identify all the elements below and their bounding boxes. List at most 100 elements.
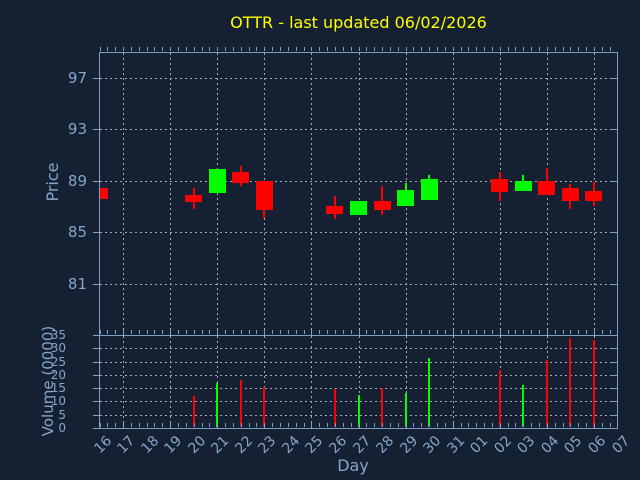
price-tick-label-81: 81 <box>67 274 87 293</box>
minor-tick <box>468 330 469 334</box>
volume-tick-inner <box>611 428 617 429</box>
volume-tick-label-10: 10 <box>50 394 66 409</box>
minor-tick <box>429 330 430 334</box>
volume-bar-22 <box>239 380 242 427</box>
minor-tick <box>578 47 579 51</box>
minor-tick <box>288 330 289 334</box>
minor-tick <box>570 330 571 334</box>
minor-tick <box>217 330 218 334</box>
minor-tick <box>594 47 595 51</box>
candle-29-body <box>397 189 415 207</box>
minor-tick <box>374 330 375 334</box>
volume-tick <box>93 401 99 403</box>
minor-tick <box>539 330 540 334</box>
minor-tick <box>202 47 203 51</box>
candle-21-body <box>208 169 226 194</box>
minor-tick <box>351 423 352 427</box>
minor-tick <box>610 330 611 334</box>
price-tick-inner <box>611 129 617 131</box>
minor-tick <box>264 330 265 334</box>
minor-tick <box>390 47 391 51</box>
minor-tick <box>343 47 344 51</box>
volume-bar-23 <box>263 386 266 427</box>
minor-tick <box>586 423 587 427</box>
minor-tick <box>406 423 407 427</box>
minor-tick <box>547 423 548 427</box>
minor-tick <box>610 47 611 51</box>
minor-tick <box>115 47 116 51</box>
price-tick-label-97: 97 <box>67 68 87 87</box>
minor-tick <box>531 423 532 427</box>
minor-tick <box>555 330 556 334</box>
minor-tick <box>327 330 328 334</box>
minor-tick <box>115 330 116 334</box>
minor-tick <box>523 330 524 334</box>
minor-tick <box>272 47 273 51</box>
volume-vgridline <box>170 336 172 428</box>
minor-tick <box>359 423 360 427</box>
candle-28-wick <box>381 185 384 216</box>
minor-tick <box>209 330 210 334</box>
minor-tick <box>319 47 320 51</box>
minor-tick <box>508 330 509 334</box>
candle-22-body <box>232 171 250 184</box>
volume-tick-inner <box>611 361 617 363</box>
minor-tick <box>500 423 501 427</box>
volume-vgridline <box>311 336 313 428</box>
minor-tick <box>586 47 587 51</box>
minor-tick <box>327 423 328 427</box>
minor-tick <box>484 47 485 51</box>
minor-tick <box>288 423 289 427</box>
minor-tick <box>170 330 171 334</box>
candle-16-body <box>100 188 108 199</box>
volume-bar-05 <box>569 337 572 427</box>
minor-tick <box>453 423 454 427</box>
minor-tick <box>398 330 399 334</box>
minor-tick <box>563 330 564 334</box>
minor-tick <box>461 47 462 51</box>
minor-tick <box>429 47 430 51</box>
minor-tick <box>154 423 155 427</box>
minor-tick <box>186 423 187 427</box>
minor-tick <box>594 423 595 427</box>
minor-tick <box>100 330 101 334</box>
minor-tick <box>233 47 234 51</box>
minor-tick <box>123 423 124 427</box>
minor-tick <box>131 330 132 334</box>
minor-tick <box>194 423 195 427</box>
minor-tick <box>476 47 477 51</box>
minor-tick <box>468 47 469 51</box>
minor-tick <box>508 47 509 51</box>
minor-tick <box>586 330 587 334</box>
minor-tick <box>272 423 273 427</box>
minor-tick <box>523 423 524 427</box>
minor-tick <box>492 47 493 51</box>
minor-tick <box>209 423 210 427</box>
volume-tick <box>93 374 99 376</box>
price-tick <box>93 77 99 79</box>
minor-tick <box>421 47 422 51</box>
price-tick-inner <box>611 232 617 234</box>
minor-tick <box>390 330 391 334</box>
minor-tick <box>335 423 336 427</box>
minor-tick <box>249 47 250 51</box>
minor-tick <box>555 47 556 51</box>
minor-tick <box>382 330 383 334</box>
volume-bar-28 <box>381 388 384 427</box>
minor-tick <box>139 423 140 427</box>
price-tick-label-89: 89 <box>67 171 87 190</box>
minor-tick <box>343 423 344 427</box>
minor-tick <box>178 423 179 427</box>
minor-tick <box>343 330 344 334</box>
minor-tick <box>100 47 101 51</box>
minor-tick <box>445 330 446 334</box>
minor-tick <box>374 423 375 427</box>
volume-vgridline <box>217 336 219 428</box>
minor-tick <box>398 423 399 427</box>
minor-tick <box>366 423 367 427</box>
minor-tick <box>241 423 242 427</box>
minor-tick <box>304 330 305 334</box>
volume-vgridline <box>264 336 266 428</box>
minor-tick <box>453 330 454 334</box>
minor-tick <box>351 47 352 51</box>
